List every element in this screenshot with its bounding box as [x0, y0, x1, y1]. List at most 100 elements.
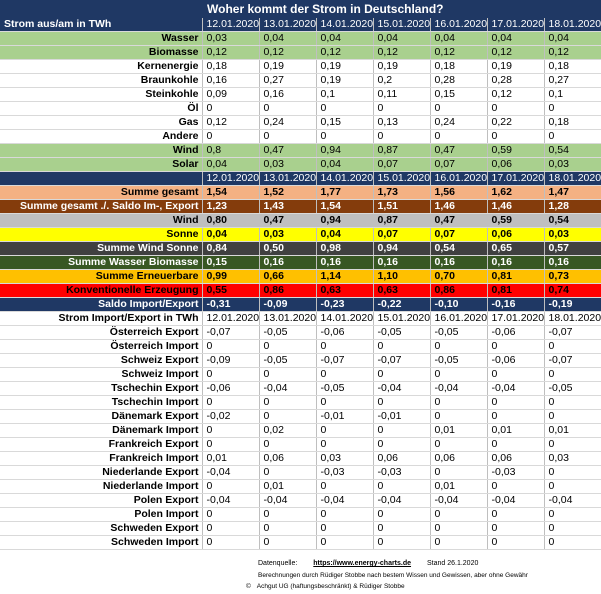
cell-value: -0,06 [486, 353, 544, 368]
cell-value: -0,23 [315, 297, 373, 312]
cell-value: 15.01.2020 [372, 18, 430, 32]
row-label: Tschechin Import [0, 395, 202, 410]
cell-value: 0 [543, 437, 601, 452]
import-row: Polen Import 0 0 0 0 0 0 0 [0, 507, 601, 522]
cell-value: 0 [258, 465, 316, 480]
cell-value: 14.01.2020 [315, 311, 373, 326]
cell-value: 0 [315, 535, 373, 550]
summary-row: Sonne 0,04 0,03 0,04 0,07 0,07 0,06 0,03 [0, 227, 601, 242]
cell-value: 0,18 [543, 115, 601, 130]
cell-value: 0 [258, 507, 316, 522]
cell-value: -0,06 [486, 325, 544, 340]
cell-value: 0,87 [372, 143, 430, 158]
row-label: Tschechin Export [0, 381, 202, 396]
cell-value: 0,57 [543, 241, 601, 256]
empty-cell [0, 171, 202, 186]
cell-value: 0 [315, 479, 373, 494]
row-label: Konventionelle Erzeugung [0, 283, 202, 298]
cell-value: 0 [543, 129, 601, 144]
summary-row: Wind 0,80 0,47 0,94 0,87 0,47 0,59 0,54 [0, 213, 601, 228]
cell-value: 0 [258, 129, 316, 144]
cell-value: 0,13 [372, 115, 430, 130]
cell-value: 0,07 [372, 227, 430, 242]
cell-value: 1,23 [201, 199, 259, 214]
cell-value: 0,63 [315, 283, 373, 298]
cell-value: 13.01.2020 [258, 18, 316, 32]
cell-value: -0,04 [429, 381, 487, 396]
cell-value: -0,22 [372, 297, 430, 312]
source-row: Gas 0,12 0,24 0,15 0,13 0,24 0,22 0,18 [0, 115, 601, 130]
cell-value: 0 [201, 101, 259, 116]
cell-value: 0,15 [201, 255, 259, 270]
date-cell: 14.01.2020 [315, 171, 373, 186]
footer: Datenquelle: https://www.energy-charts.d… [0, 558, 601, 594]
cell-value: 0,16 [258, 255, 316, 270]
cell-value: 0 [429, 367, 487, 382]
cell-value: 1,51 [372, 199, 430, 214]
source-row: Andere 0 0 0 0 0 0 0 [0, 129, 601, 144]
cell-value: 0,47 [258, 143, 316, 158]
cell-value: -0,04 [543, 493, 601, 508]
cell-value: 0 [429, 507, 487, 522]
source-row: Öl 0 0 0 0 0 0 0 [0, 101, 601, 116]
row-label: Niederlande Import [0, 479, 202, 494]
cell-value: 0 [315, 521, 373, 536]
row-label: Summe Erneuerbare [0, 269, 202, 284]
row-label: Österreich Export [0, 325, 202, 340]
cell-value: 0,8 [201, 143, 259, 158]
cell-value: 0 [201, 479, 259, 494]
summary-row: Saldo Import/Export -0,31 -0,09 -0,23 -0,22-… [0, 297, 601, 312]
cell-value: 0 [372, 129, 430, 144]
row-label: Schweden Import [0, 535, 202, 550]
date-cell: 17.01.2020 [486, 171, 544, 186]
cell-value: 0 [201, 423, 259, 438]
cell-value: 0,1 [315, 87, 373, 102]
stand-date: Stand 26.1.2020 [426, 560, 479, 567]
cell-value: 0 [429, 339, 487, 354]
cell-value: 0,04 [315, 157, 373, 172]
cell-value: -0,04 [258, 381, 316, 396]
source-link[interactable]: https://www.energy-charts.de [313, 560, 412, 567]
cell-value: -0,04 [372, 381, 430, 396]
cell-value: 0,06 [258, 451, 316, 466]
cell-value: -0,09 [258, 297, 316, 312]
cell-value: 0,04 [315, 31, 373, 46]
row-label: Summe Wasser Biomasse [0, 255, 202, 270]
row-label: Wind [0, 213, 202, 228]
cell-value: 0,06 [486, 157, 544, 172]
cell-value: -0,07 [372, 353, 430, 368]
cell-value: 0 [201, 535, 259, 550]
cell-value: 0 [258, 339, 316, 354]
cell-value: 14.01.2020 [315, 18, 373, 32]
cell-value: 0,59 [486, 143, 544, 158]
cell-value: 0 [543, 507, 601, 522]
cell-value: 0 [429, 521, 487, 536]
import-row: Schweiz Import 0 0 0 0 0 0 0 [0, 367, 601, 382]
cell-value: 0,01 [429, 423, 487, 438]
cell-value: 0,03 [258, 157, 316, 172]
cell-value: 0 [543, 101, 601, 116]
cell-value: 0,12 [315, 45, 373, 60]
cell-value: 1,56 [429, 185, 487, 200]
row-label: Kernenergie [0, 59, 202, 74]
cell-value: 0,24 [258, 115, 316, 130]
cell-value: -0,04 [372, 493, 430, 508]
row-label: Biomasse [0, 45, 202, 60]
cell-value: 0,2 [372, 73, 430, 88]
cell-value: 0,01 [201, 451, 259, 466]
footer-copyright-line: © Achgut UG (haftungsbeschränkt) & Rüdige… [246, 583, 405, 590]
cell-value: 0,01 [543, 423, 601, 438]
cell-value: 0 [543, 465, 601, 480]
cell-value: 0 [201, 521, 259, 536]
cell-value: 0 [258, 409, 316, 424]
cell-value: -0,04 [486, 493, 544, 508]
import-row: Schweiz Export -0,09 -0,05 -0,07 -0,07 -0,05-… [0, 353, 601, 368]
cell-value: -0,04 [258, 493, 316, 508]
source-row: Biomasse 0,12 0,12 0,12 0,12 0,12 0,12 0,12 [0, 45, 601, 60]
cell-value: 0,81 [486, 269, 544, 284]
row-label: Saldo Import/Export [0, 297, 202, 312]
cell-value: 12.01.2020 [201, 311, 259, 326]
cell-value: 0,19 [486, 59, 544, 74]
cell-value: 0,01 [429, 479, 487, 494]
